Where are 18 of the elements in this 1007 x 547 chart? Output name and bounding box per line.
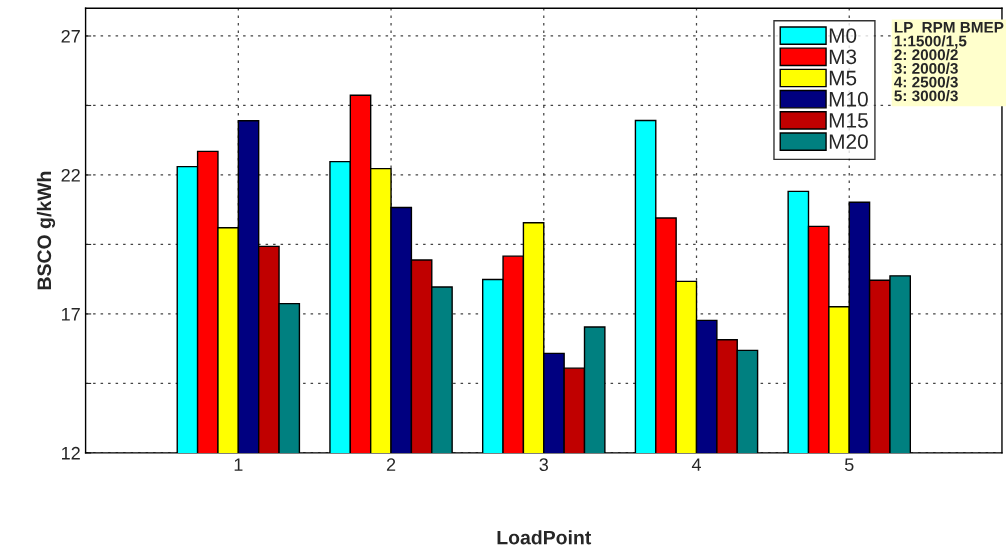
legend-label: M15 xyxy=(829,113,868,128)
x-tick-label: 5 xyxy=(844,458,854,472)
annotation: LP RPM BMEP 1:1500/1,5 2: 2000/2 3: 2000/3 4: 2500/3 5: 3000/3 xyxy=(894,22,1004,102)
y-tick-label: 17 xyxy=(62,308,80,321)
x-tick-label: 4 xyxy=(691,458,701,471)
y-axis-title: BSCO g/kWh xyxy=(36,171,56,290)
legend-label: M10 xyxy=(829,91,868,107)
x-tick-label: 1 xyxy=(234,458,243,471)
legend-label: M0 xyxy=(829,28,857,43)
y-tick-label: 22 xyxy=(61,168,80,182)
y-tick-label: 27 xyxy=(61,29,80,43)
x-tick-label: 2 xyxy=(386,458,396,471)
legend-label: M20 xyxy=(829,134,868,149)
legend-label: M3 xyxy=(829,49,857,65)
x-axis-title: LoadPoint xyxy=(497,530,592,545)
x-tick-label: 3 xyxy=(539,458,549,472)
legend-label: M5 xyxy=(829,70,857,86)
y-tick-label: 12 xyxy=(62,446,80,460)
